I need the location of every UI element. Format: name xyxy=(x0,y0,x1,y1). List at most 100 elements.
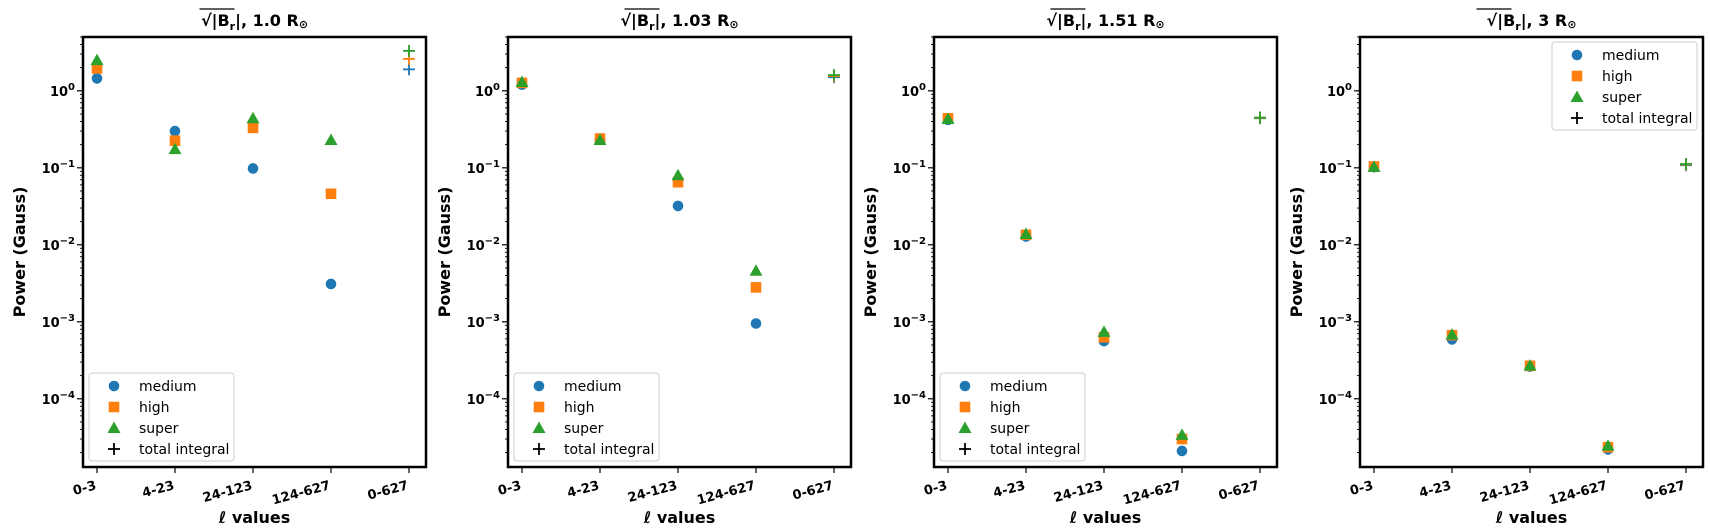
x-tick-label: 0-627 xyxy=(1217,478,1261,503)
legend-marker-medium xyxy=(959,380,971,392)
plot-frame xyxy=(81,35,428,469)
data-point-super xyxy=(168,142,182,155)
x-tick-label: 0-627 xyxy=(366,478,410,503)
data-point-medium xyxy=(672,200,684,212)
legend-marker-total-integral xyxy=(533,443,545,455)
data-point-super xyxy=(1019,227,1033,240)
y-tick-label: 10−4 xyxy=(467,390,500,408)
chart-title: √|Br|, 1.0 R⊙ xyxy=(201,11,308,33)
y-tick-label: 100 xyxy=(901,82,926,100)
y-tick-label: 10−4 xyxy=(42,390,75,408)
legend-marker-medium xyxy=(533,380,545,392)
legend-label: total integral xyxy=(139,442,229,458)
data-point-super xyxy=(941,112,955,125)
data-point-total-integral xyxy=(403,44,415,57)
legend-box xyxy=(88,372,235,462)
chart-panel-2: √|Br|, 1.03 R⊙ 100 10−1 10−2 10−3 10−4 0-3 4-23… xyxy=(435,8,853,527)
data-point-super xyxy=(515,75,529,88)
x-axis-label: ℓ values xyxy=(218,508,291,527)
data-point-super xyxy=(1445,328,1459,340)
legend: medium high super total integral xyxy=(939,372,1086,462)
data-point-super xyxy=(593,133,607,145)
y-tick-label: 10−4 xyxy=(893,390,926,408)
legend-marker-total-integral xyxy=(1571,112,1583,124)
x-tick-label: 0-627 xyxy=(791,478,835,503)
x-tick-label: 0-3 xyxy=(1348,478,1375,499)
legend-label: medium xyxy=(1602,48,1660,64)
data-point-medium xyxy=(750,318,762,329)
y-tick-label: 10−1 xyxy=(1319,159,1352,177)
data-point-high xyxy=(169,135,181,146)
data-point-medium xyxy=(169,125,181,137)
x-tick-label: 4-23 xyxy=(1418,478,1453,501)
data-point-super xyxy=(1175,428,1189,440)
legend-label: medium xyxy=(139,379,197,395)
data-point-total-integral xyxy=(828,69,840,82)
legend-label: super xyxy=(139,421,179,437)
y-tick-label: 10−2 xyxy=(42,236,75,254)
data-point-high xyxy=(247,122,259,134)
data-point-super xyxy=(1367,160,1381,172)
y-tick-label: 100 xyxy=(50,82,75,100)
chart-title: √|Br|, 1.03 R⊙ xyxy=(620,11,738,33)
x-tick-label: 124-627 xyxy=(1122,478,1184,508)
x-tick-label: 24-123 xyxy=(626,478,679,506)
data-point-super xyxy=(1523,359,1537,371)
legend-label: medium xyxy=(990,379,1048,395)
legend: medium high super total integral xyxy=(513,372,660,462)
data-point-super xyxy=(1601,439,1615,451)
y-tick-label: 10−1 xyxy=(893,159,926,177)
chart-panel-1: √|Br|, 1.0 R⊙ 100 10−1 10−2 10−3 10−4 0-3 4-23 2… xyxy=(10,8,428,527)
x-tick-label: 0-3 xyxy=(496,478,523,499)
legend-marker-super xyxy=(107,421,121,433)
legend-marker-high xyxy=(108,401,120,413)
legend: medium high super total integral xyxy=(88,372,235,462)
y-axis-label: Power (Gauss) xyxy=(1287,187,1306,318)
legend-label: high xyxy=(564,400,595,416)
x-tick-label: 4-23 xyxy=(992,478,1027,501)
data-point-super xyxy=(90,53,104,66)
legend-marker-super xyxy=(532,421,546,433)
data-point-medium xyxy=(91,73,103,84)
chart-title: √|Br|, 1.51 R⊙ xyxy=(1046,11,1164,33)
x-tick-label: 0-3 xyxy=(922,478,949,499)
plot-frame xyxy=(506,35,853,469)
y-tick-label: 10−3 xyxy=(467,313,500,331)
data-point-high xyxy=(325,188,337,200)
x-tick-label: 4-23 xyxy=(141,478,176,501)
data-point-total-integral xyxy=(403,63,415,76)
legend-label: total integral xyxy=(990,442,1080,458)
legend: medium high super total integral xyxy=(1551,41,1698,131)
legend-label: medium xyxy=(564,379,622,395)
y-tick-label: 100 xyxy=(475,82,500,100)
data-point-high xyxy=(1098,331,1110,343)
x-tick-label: 24-123 xyxy=(1478,478,1531,506)
legend-box xyxy=(513,372,660,462)
x-tick-label: 0-3 xyxy=(71,478,98,499)
legend-label: high xyxy=(990,400,1021,416)
y-tick-label: 10−3 xyxy=(893,313,926,331)
y-tick-label: 10−3 xyxy=(1319,313,1352,331)
data-point-total-integral xyxy=(1680,158,1692,171)
legend-label: high xyxy=(139,400,170,416)
legend-label: total integral xyxy=(564,442,654,458)
x-axis-label: ℓ values xyxy=(643,508,716,527)
y-tick-label: 10−2 xyxy=(1319,236,1352,254)
chart-panel-3: √|Br|, 1.51 R⊙ 100 10−1 10−2 10−3 10−4 0-3 4-23… xyxy=(861,8,1279,527)
legend-box xyxy=(939,372,1086,462)
data-point-total-integral xyxy=(1254,111,1266,124)
chart-title: √|Br|, 3 R⊙ xyxy=(1487,11,1577,33)
legend-marker-high xyxy=(959,401,971,413)
x-tick-label: 124-627 xyxy=(271,478,333,508)
x-tick-label: 124-627 xyxy=(696,478,758,508)
data-point-super xyxy=(671,168,685,181)
legend-marker-super xyxy=(958,421,972,433)
data-point-high xyxy=(750,282,762,293)
plot-frame xyxy=(1358,35,1705,469)
y-axis-label: Power (Gauss) xyxy=(10,187,29,318)
legend-marker-total-integral xyxy=(108,443,120,455)
legend-label: super xyxy=(1602,90,1642,106)
y-tick-label: 10−3 xyxy=(42,313,75,331)
data-point-medium xyxy=(1176,445,1188,457)
